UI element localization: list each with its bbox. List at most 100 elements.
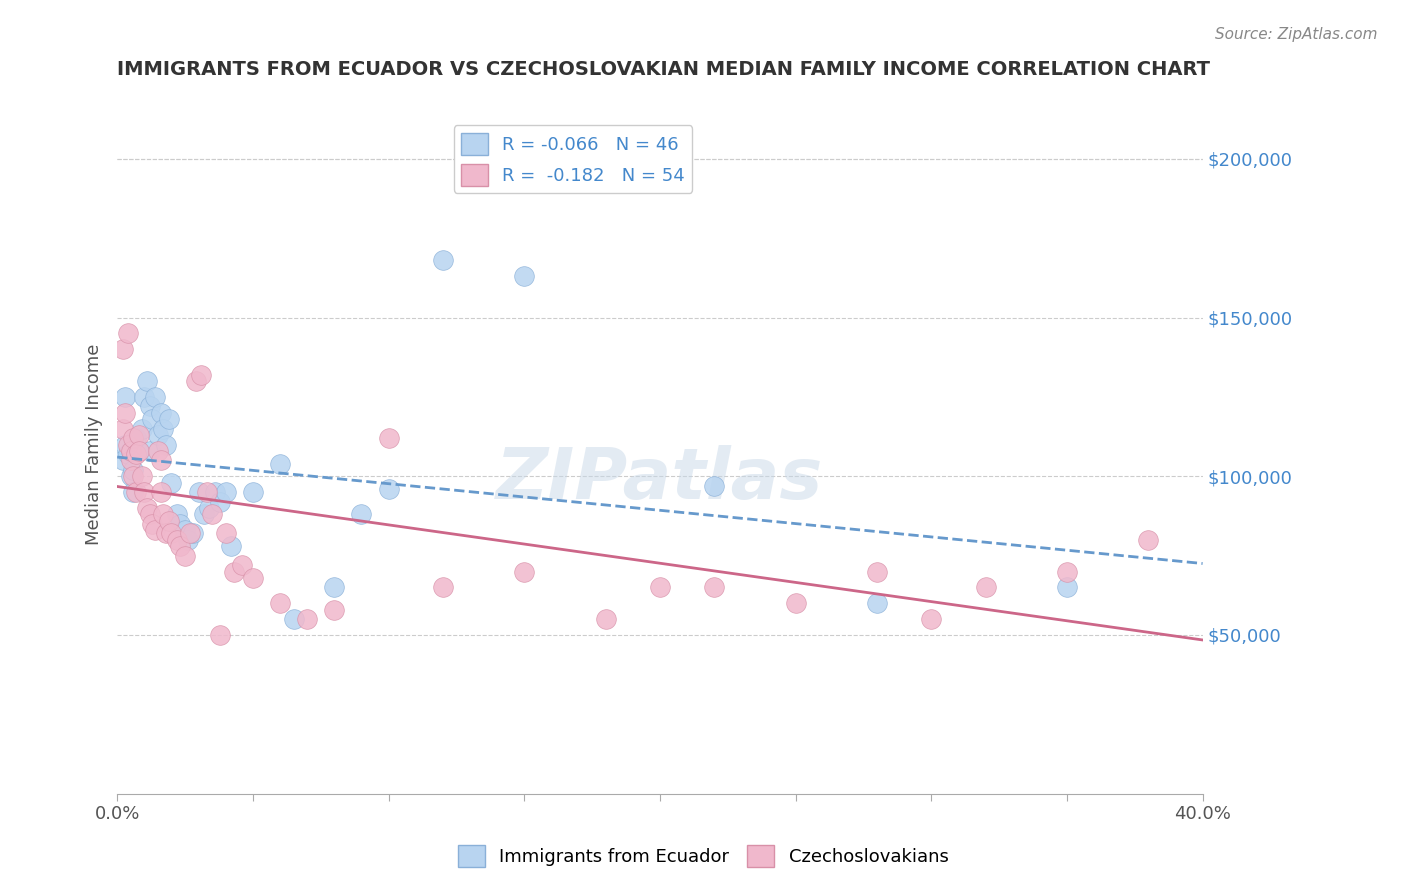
- Point: [595, 612, 617, 626]
- Point: [114, 437, 136, 451]
- Point: [155, 526, 177, 541]
- Point: [219, 539, 242, 553]
- Point: [152, 508, 174, 522]
- Text: IMMIGRANTS FROM ECUADOR VS CZECHOSLOVAKIAN MEDIAN FAMILY INCOME CORRELATION CHAR: IMMIGRANTS FROM ECUADOR VS CZECHOSLOVAKI…: [117, 60, 1211, 78]
- Point: [215, 526, 238, 541]
- Y-axis label: Median Family Income: Median Family Income: [86, 344, 103, 545]
- Point: [122, 431, 145, 445]
- Point: [139, 443, 162, 458]
- Point: [114, 390, 136, 404]
- Point: [222, 565, 245, 579]
- Point: [122, 463, 145, 477]
- Point: [179, 526, 201, 541]
- Point: [139, 508, 162, 522]
- Point: [513, 269, 536, 284]
- Point: [174, 549, 197, 563]
- Point: [190, 368, 212, 382]
- Point: [143, 390, 166, 404]
- Point: [128, 443, 150, 458]
- Point: [350, 508, 373, 522]
- Point: [703, 479, 725, 493]
- Point: [155, 437, 177, 451]
- Point: [432, 253, 454, 268]
- Point: [120, 443, 142, 458]
- Point: [703, 580, 725, 594]
- Point: [128, 443, 150, 458]
- Point: [198, 501, 221, 516]
- Point: [187, 485, 209, 500]
- Point: [111, 453, 134, 467]
- Legend: R = -0.066   N = 46, R =  -0.182   N = 54: R = -0.066 N = 46, R = -0.182 N = 54: [454, 126, 692, 193]
- Point: [134, 390, 156, 404]
- Text: Source: ZipAtlas.com: Source: ZipAtlas.com: [1215, 27, 1378, 42]
- Point: [323, 602, 346, 616]
- Point: [143, 523, 166, 537]
- Point: [166, 508, 188, 522]
- Point: [193, 508, 215, 522]
- Point: [141, 412, 163, 426]
- Point: [125, 431, 148, 445]
- Point: [157, 514, 180, 528]
- Point: [111, 343, 134, 357]
- Point: [295, 612, 318, 626]
- Point: [201, 508, 224, 522]
- Point: [149, 485, 172, 500]
- Point: [120, 453, 142, 467]
- Point: [117, 447, 139, 461]
- Point: [136, 374, 159, 388]
- Point: [166, 533, 188, 547]
- Point: [136, 501, 159, 516]
- Point: [177, 533, 200, 547]
- Point: [785, 596, 807, 610]
- Point: [181, 526, 204, 541]
- Point: [648, 580, 671, 594]
- Point: [1056, 565, 1078, 579]
- Point: [174, 523, 197, 537]
- Point: [128, 428, 150, 442]
- Point: [149, 453, 172, 467]
- Point: [131, 469, 153, 483]
- Point: [149, 406, 172, 420]
- Point: [125, 447, 148, 461]
- Point: [160, 475, 183, 490]
- Point: [283, 612, 305, 626]
- Point: [120, 469, 142, 483]
- Point: [231, 558, 253, 573]
- Point: [242, 485, 264, 500]
- Point: [139, 400, 162, 414]
- Point: [269, 596, 291, 610]
- Point: [114, 406, 136, 420]
- Point: [122, 485, 145, 500]
- Point: [377, 482, 399, 496]
- Point: [209, 494, 232, 508]
- Point: [152, 422, 174, 436]
- Point: [131, 422, 153, 436]
- Point: [323, 580, 346, 594]
- Point: [1137, 533, 1160, 547]
- Point: [157, 412, 180, 426]
- Point: [204, 485, 226, 500]
- Point: [242, 571, 264, 585]
- Point: [125, 485, 148, 500]
- Point: [513, 565, 536, 579]
- Point: [269, 457, 291, 471]
- Point: [432, 580, 454, 594]
- Point: [866, 596, 889, 610]
- Text: ZIPatlas: ZIPatlas: [496, 445, 824, 514]
- Point: [160, 526, 183, 541]
- Point: [117, 326, 139, 341]
- Point: [195, 485, 218, 500]
- Point: [169, 516, 191, 531]
- Point: [184, 374, 207, 388]
- Point: [134, 485, 156, 500]
- Point: [120, 443, 142, 458]
- Point: [974, 580, 997, 594]
- Point: [169, 539, 191, 553]
- Point: [215, 485, 238, 500]
- Point: [146, 443, 169, 458]
- Point: [377, 431, 399, 445]
- Point: [920, 612, 942, 626]
- Point: [111, 422, 134, 436]
- Legend: Immigrants from Ecuador, Czechoslovakians: Immigrants from Ecuador, Czechoslovakian…: [450, 838, 956, 874]
- Point: [1056, 580, 1078, 594]
